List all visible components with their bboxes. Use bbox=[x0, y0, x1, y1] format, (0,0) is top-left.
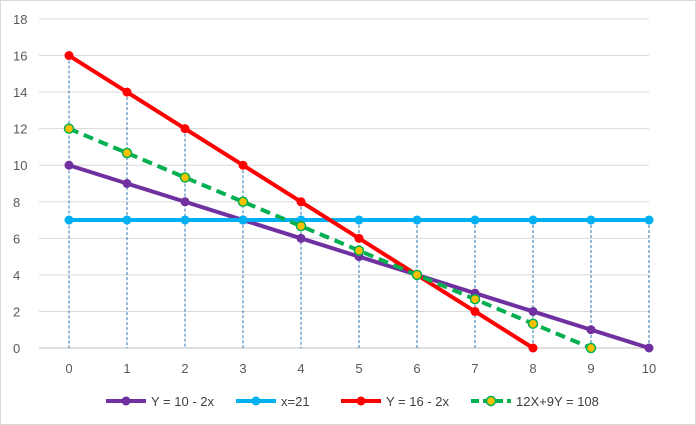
x-axis-tick-labels: 0 1 2 3 4 5 6 7 8 9 10 bbox=[65, 361, 656, 376]
y-tick-label: 2 bbox=[13, 304, 20, 319]
x-tick-label: 2 bbox=[181, 361, 188, 376]
data-point bbox=[122, 179, 132, 188]
data-point bbox=[238, 215, 248, 225]
data-point bbox=[180, 197, 190, 207]
data-point bbox=[122, 215, 132, 225]
data-point bbox=[180, 215, 190, 225]
data-point bbox=[295, 220, 307, 232]
data-point bbox=[528, 306, 538, 316]
data-point bbox=[470, 306, 480, 316]
data-point bbox=[586, 215, 596, 225]
data-point bbox=[354, 215, 364, 225]
legend-label: Y = 10 - 2x bbox=[151, 394, 214, 409]
gridlines bbox=[39, 18, 649, 349]
y-tick-label: 12 bbox=[13, 122, 27, 137]
data-point bbox=[63, 123, 75, 134]
legend-swatch-marker bbox=[356, 396, 366, 406]
y-tick-label: 6 bbox=[13, 231, 20, 246]
x-tick-label: 3 bbox=[239, 361, 246, 376]
y-tick-label: 14 bbox=[13, 85, 27, 100]
x-tick-label: 0 bbox=[65, 361, 72, 376]
data-point bbox=[354, 233, 364, 243]
legend-entry: Y = 10 - 2x bbox=[106, 394, 214, 409]
data-point bbox=[296, 233, 306, 243]
legend-label: Y = 16 - 2x bbox=[386, 394, 449, 409]
x-tick-label: 8 bbox=[529, 361, 536, 376]
y-tick-label: 16 bbox=[13, 49, 27, 64]
y-tick-label: 4 bbox=[13, 268, 20, 283]
y-tick-label: 0 bbox=[13, 341, 20, 356]
legend-entry: Y = 16 - 2x bbox=[341, 394, 449, 409]
data-point bbox=[469, 293, 481, 305]
x-tick-label: 6 bbox=[413, 361, 420, 376]
y-axis-tick-labels: 0 2 4 6 8 10 12 14 16 18 bbox=[13, 12, 27, 356]
data-point bbox=[64, 160, 74, 170]
series-lines bbox=[63, 51, 654, 354]
legend-label: x=21 bbox=[281, 394, 310, 409]
legend-entry: 12X+9Y = 108 bbox=[471, 394, 599, 409]
y-tick-label: 8 bbox=[13, 195, 20, 210]
y-tick-label: 10 bbox=[13, 158, 27, 173]
y-tick-label: 18 bbox=[13, 12, 27, 27]
series-line-3 bbox=[68, 126, 592, 350]
legend: Y = 10 - 2x x=21 Y = 16 - 2x 12X+9Y = 108 bbox=[106, 394, 599, 409]
data-point bbox=[237, 196, 249, 208]
legend-label: 12X+9Y = 108 bbox=[516, 394, 599, 409]
data-point bbox=[644, 215, 654, 225]
data-point bbox=[411, 269, 423, 281]
data-point bbox=[527, 318, 539, 329]
data-point bbox=[470, 215, 480, 225]
data-point bbox=[121, 147, 133, 159]
legend-entry: x=21 bbox=[236, 394, 310, 409]
data-point bbox=[180, 124, 190, 134]
legend-swatch-marker bbox=[121, 396, 131, 406]
data-point bbox=[64, 215, 74, 225]
data-point bbox=[412, 215, 422, 225]
data-point bbox=[179, 172, 191, 183]
data-point bbox=[353, 245, 365, 256]
data-point bbox=[528, 343, 538, 353]
data-point bbox=[296, 197, 306, 207]
data-point bbox=[238, 160, 248, 170]
x-tick-label: 1 bbox=[123, 361, 130, 376]
data-point bbox=[644, 343, 654, 353]
x-tick-label: 5 bbox=[355, 361, 362, 376]
legend-swatch-marker bbox=[251, 396, 261, 406]
data-point bbox=[585, 342, 597, 354]
data-point bbox=[122, 87, 132, 97]
data-point bbox=[586, 325, 596, 335]
legend-swatch-marker bbox=[485, 395, 497, 407]
data-point bbox=[64, 51, 74, 61]
x-tick-label: 4 bbox=[297, 361, 304, 376]
x-tick-label: 7 bbox=[471, 361, 478, 376]
data-point bbox=[528, 215, 538, 225]
x-tick-label: 10 bbox=[642, 361, 656, 376]
x-tick-label: 9 bbox=[587, 361, 594, 376]
